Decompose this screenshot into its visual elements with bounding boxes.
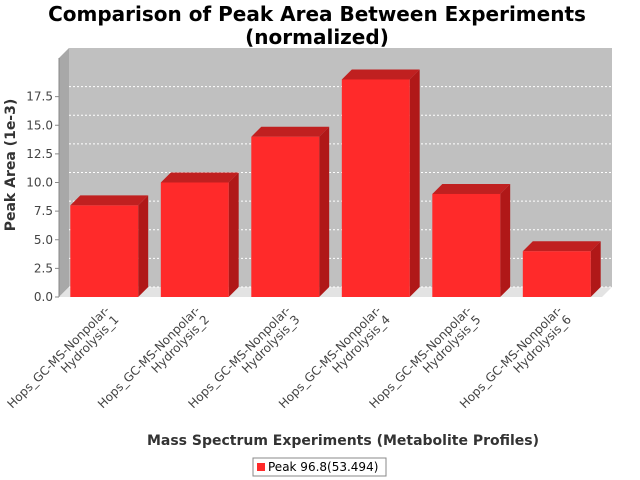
bar bbox=[160, 172, 239, 297]
bar-top bbox=[341, 69, 420, 80]
legend: Peak 96.8(53.494) bbox=[252, 457, 387, 477]
y-tick-label: 0.0 bbox=[34, 290, 53, 304]
bar bbox=[251, 126, 330, 297]
bar-top bbox=[522, 241, 601, 252]
y-tick-label: 5.0 bbox=[34, 233, 53, 247]
bar-side bbox=[228, 172, 239, 297]
bar-top bbox=[160, 172, 239, 183]
y-tick-label: 17.5 bbox=[26, 90, 53, 104]
bar-top bbox=[432, 183, 511, 194]
chart-title: Comparison of Peak Area Between Experime… bbox=[48, 2, 586, 26]
x-axis-title: Mass Spectrum Experiments (Metabolite Pr… bbox=[147, 433, 539, 449]
bar-front bbox=[341, 79, 410, 297]
bar-top bbox=[70, 195, 149, 206]
bar-side bbox=[409, 69, 420, 297]
plot-area: 0.0 2.5 5.0 7.5 10.0 12.5 15.0 17.5 Hops_GC-MS-N… bbox=[4, 48, 612, 411]
bar-front bbox=[160, 182, 229, 297]
bar bbox=[341, 69, 420, 297]
bar bbox=[522, 241, 601, 297]
x-tick-label-line: Hops_GC-MS-Nonpolar- bbox=[4, 303, 112, 411]
bar-front bbox=[432, 193, 501, 297]
y-tick-label: 15.0 bbox=[26, 118, 53, 132]
chart-subtitle: (normalized) bbox=[245, 25, 389, 49]
bar-side bbox=[138, 195, 149, 297]
y-axis-title: Peak Area (1e-3) bbox=[3, 99, 19, 232]
legend-swatch bbox=[257, 463, 265, 471]
bar bbox=[70, 195, 149, 297]
y-tick-label: 7.5 bbox=[34, 204, 53, 218]
plot-side-wall bbox=[59, 48, 69, 297]
legend-box bbox=[252, 457, 387, 477]
y-tick-label: 12.5 bbox=[26, 147, 53, 161]
legend-label: Peak 96.8(53.494) bbox=[268, 460, 378, 474]
bar-side bbox=[590, 241, 601, 297]
bar-side bbox=[319, 126, 330, 297]
y-tick-label: 10.0 bbox=[26, 176, 53, 190]
bar-side bbox=[500, 183, 511, 297]
y-tick-label: 2.5 bbox=[34, 261, 53, 275]
bar-front bbox=[522, 251, 591, 297]
bar-top bbox=[251, 126, 330, 137]
bar bbox=[432, 183, 511, 297]
bar-front bbox=[251, 136, 320, 297]
bar-front bbox=[70, 205, 139, 297]
